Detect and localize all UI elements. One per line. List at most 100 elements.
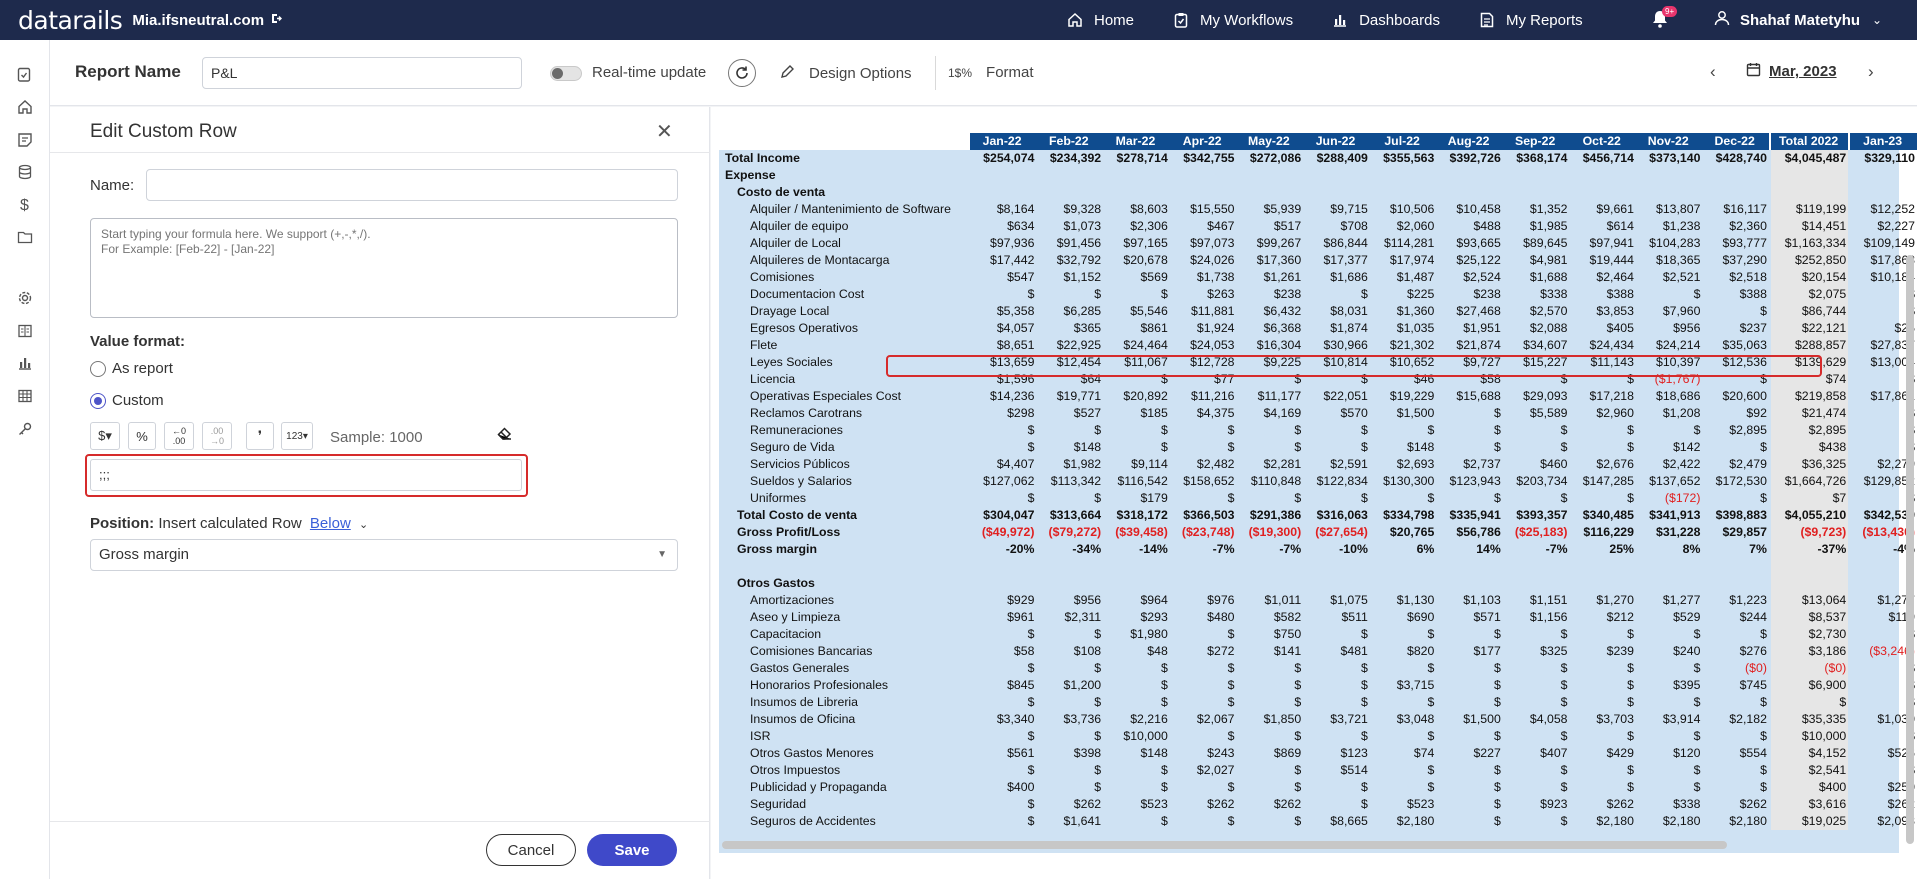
position-below-link[interactable]: Below [309,515,351,532]
table-row[interactable]: Alquiler de equipo $634 $1,073 $2,306 $467 $5… [719,218,1917,235]
table-row[interactable]: Drayage Local $5,358 $6,285 $5,546 $11,881 $6… [719,303,1917,320]
decrease-decimal-button[interactable]: .00 →0 [202,422,232,450]
percent-format-button[interactable]: % [128,422,156,450]
book-icon[interactable] [17,323,33,339]
refresh-button[interactable] [728,59,756,87]
notes-icon[interactable] [17,132,33,148]
gear-icon[interactable] [17,290,33,306]
dollar-icon[interactable]: $ [20,197,29,214]
column-header[interactable]: Aug-22 [1436,133,1503,150]
nav-my-reports[interactable]: My Reports [1478,11,1583,29]
save-button[interactable]: Save [587,834,677,866]
table-row[interactable]: Alquiler / Mantenimiento de Software $8,1… [719,201,1917,218]
table-row[interactable]: Operativas Especiales Cost $14,236 $19,771… [719,388,1917,405]
chevron-right-icon[interactable]: › [1868,62,1874,81]
bar-chart-icon[interactable] [17,355,33,371]
chevron-down-icon[interactable]: ⌄ [358,519,369,531]
table-row[interactable]: ISR$$$10,000$$$$$$$$$$10,000$ [719,728,1917,745]
datarails-logo[interactable]: datarails [18,5,123,35]
table-row[interactable]: Gastos Generales$$$$$$$$$$$($0)($0)$ [719,660,1917,677]
table-row[interactable]: Alquileres de Montacarga $17,442 $32,792 $2… [719,252,1917,269]
number-format-button[interactable]: 123▾ [281,422,313,450]
chevron-left-icon[interactable]: ‹ [1710,62,1716,81]
column-header[interactable]: Oct-22 [1569,133,1636,150]
table-row[interactable]: Otros Gastos Menores $561 $398 $148 $243 $869… [719,745,1917,762]
table-icon[interactable] [17,388,33,404]
horizontal-scrollbar[interactable] [722,841,1727,849]
table-row[interactable]: Insumos de Oficina $3,340 $3,736 $2,216 $2,0… [719,711,1917,728]
table-row[interactable]: Gross Profit/Loss ($49,972) ($79,272) ($39,… [719,524,1917,541]
eraser-icon[interactable] [497,427,512,444]
nav-dashboards[interactable]: Dashboards [1331,11,1440,29]
currency-format-button[interactable]: $▾ [90,422,120,450]
column-header[interactable]: Jan-23 [1850,133,1917,150]
table-row[interactable]: Expense [719,167,1917,184]
table-row[interactable]: Gross margin -20% -34% -14% -7% -7% -10% 6% 14% -… [719,541,1917,558]
folder-icon[interactable] [17,229,33,245]
report-name-input[interactable]: P&L [202,57,522,89]
table-row[interactable]: Reclamos Carotrans $298 $527 $185 $4,375 $4,1… [719,405,1917,422]
table-row[interactable]: Otros Impuestos $ $ $ $2,027 $ $514 $ $ $ $ $ $ $2,54… [719,762,1917,779]
column-header[interactable]: Jan-22 [969,133,1037,150]
table-row[interactable]: Aseo y Limpieza $961 $2,311 $293 $480 $582 $51… [719,609,1917,626]
table-row[interactable]: Seguros de Accidentes $ $1,641 $ $ $ $8,665 $2,… [719,813,1917,830]
increase-decimal-button[interactable]: ←0 .00 [164,422,194,450]
exit-icon[interactable] [270,12,283,28]
nav-my-workflows[interactable]: My Workflows [1172,11,1293,29]
column-header[interactable]: Jul-22 [1369,133,1437,150]
table-row[interactable]: Comisiones Bancarias $58 $108 $48 $272 $141 $4… [719,643,1917,660]
nav-home[interactable]: Home [1066,11,1134,29]
user-menu[interactable]: Shahaf Matetyhu ⌄ [1714,0,1882,40]
home-icon[interactable] [17,99,33,115]
column-header[interactable]: Jun-22 [1303,133,1370,150]
column-header[interactable]: Mar-22 [1103,133,1170,150]
column-header[interactable]: May-22 [1236,133,1304,150]
table-row[interactable]: Alquiler de Local $97,936 $91,456 $97,165 $9… [719,235,1917,252]
database-icon[interactable] [17,164,33,180]
clipboard-icon[interactable] [17,66,33,82]
table-row[interactable] [719,558,1917,575]
table-row[interactable]: Publicidad y Propaganda $400 $ $ $ $ $ $ $ $ $ $ $ $4… [719,779,1917,796]
table-row[interactable]: Sueldos y Salarios $127,062 $113,342 $116,5… [719,473,1917,490]
table-row[interactable]: Costo de venta [719,184,1917,201]
table-row[interactable]: Egresos Operativos $4,057 $365 $861 $1,924 $6… [719,320,1917,337]
realtime-toggle[interactable] [550,66,582,81]
table-row[interactable]: Amortizaciones $929 $956 $964 $976 $1,011 $1,0… [719,592,1917,609]
table-row[interactable]: Servicios Públicos $4,407 $1,982 $9,114 $2,4… [719,456,1917,473]
column-header[interactable]: Feb-22 [1036,133,1104,150]
column-header[interactable]: Total 2022 [1770,133,1849,150]
thousands-separator-button[interactable]: ❜ [246,422,274,450]
table-row[interactable]: Comisiones $547 $1,152 $569 $1,738 $1,261 $1,6… [719,269,1917,286]
table-row[interactable]: Total Costo de venta $304,047 $313,664 $318… [719,507,1917,524]
custom-format-input[interactable]: ;;; [90,459,522,491]
vertical-scrollbar[interactable] [1906,255,1914,844]
table-row[interactable]: Otros Gastos [719,575,1917,592]
key-icon[interactable] [17,421,33,437]
name-input[interactable] [146,169,678,201]
table-row[interactable]: Capacitacion$$$1,980$$750$$$$$$$$2,730$ [719,626,1917,643]
format-button[interactable]: 1$% Format [948,64,1034,81]
notifications-bell[interactable]: 9+ [1652,6,1678,30]
table-row[interactable]: Uniformes$$$179$$$$$$$($172)$$7$ [719,490,1917,507]
as-report-radio[interactable] [90,361,106,377]
table-row[interactable]: Total Income $254,074 $234,392 $278,714 $342… [719,150,1917,167]
table-row[interactable]: Seguridad $ $262 $523 $262 $262 $ $523 $ $923 $262… [719,796,1917,813]
column-header[interactable]: Nov-22 [1635,133,1703,150]
cancel-button[interactable]: Cancel [486,834,576,866]
design-options-button[interactable]: Design Options [780,64,912,83]
table-row[interactable]: Flete $8,651 $22,925 $24,464 $24,053 $16,304 $… [719,337,1917,354]
column-header[interactable]: Dec-22 [1702,133,1769,150]
column-header[interactable]: Sep-22 [1502,133,1570,150]
table-row[interactable]: Remuneraciones$$$$$$$$$$$$2,895$2,895$ [719,422,1917,439]
close-icon[interactable]: ✕ [656,121,673,143]
formula-input[interactable] [90,218,678,318]
table-row[interactable]: Honorarios Profesionales $845 $1,200 $ $ $ $ $3… [719,677,1917,694]
table-row[interactable]: Seguro de Vida$$148$$$$$148$$$$142$$438$ [719,439,1917,456]
custom-radio[interactable] [90,393,106,409]
date-picker[interactable]: Mar, 2023 [1746,62,1837,81]
table-row[interactable]: Insumos de Libreria$$$$$$$$$$$$$$ [719,694,1917,711]
position-select[interactable]: Gross margin ▼ [90,539,678,571]
value-cell: ($23,748) [1181,525,1235,539]
table-row[interactable]: Documentacion Cost $ $ $ $263 $238 $ $225 $238 $3… [719,286,1917,303]
column-header[interactable]: Apr-22 [1169,133,1237,150]
